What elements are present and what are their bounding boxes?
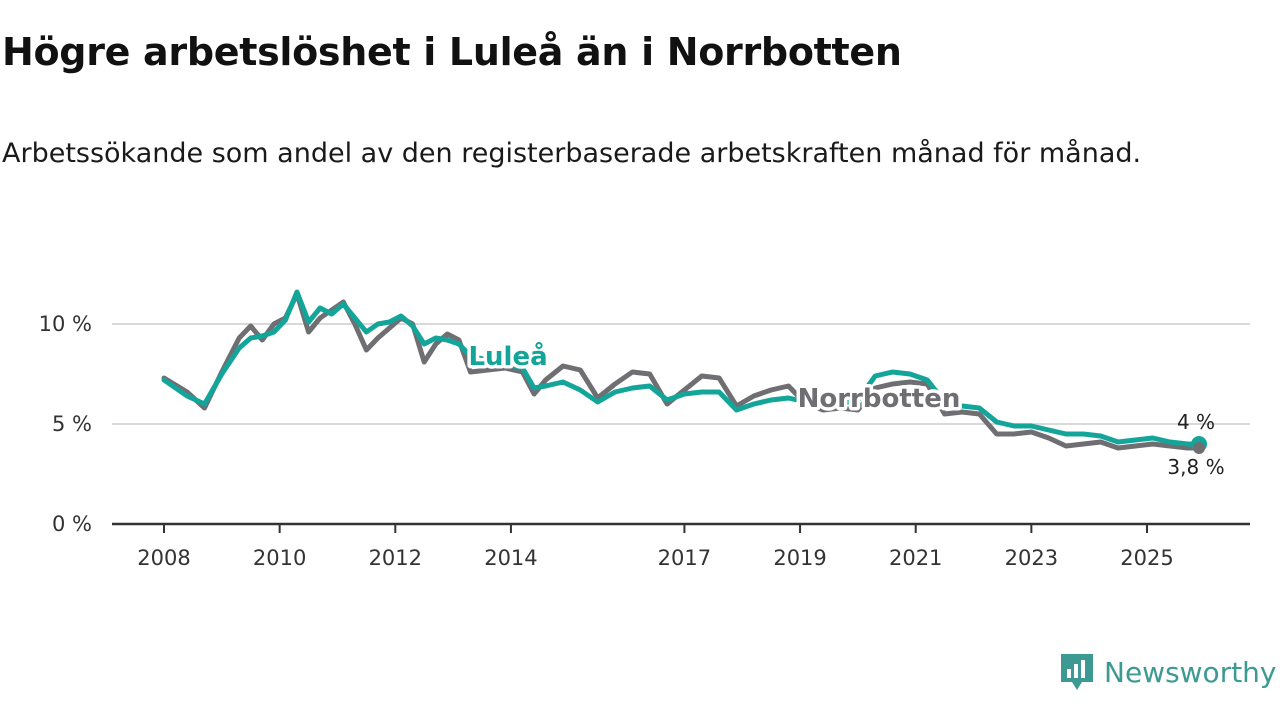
x-tick-label: 2017 <box>658 546 711 570</box>
brand-logo[interactable]: Newsworthy <box>1058 652 1277 692</box>
series-line-lulea <box>161 289 1202 447</box>
series-label-norrbotten: Norrbotten <box>798 384 961 414</box>
line-chart: 0 % 5 % 10 % 2008 2010 2012 2014 2017 2019 2021 20… <box>39 289 1250 570</box>
y-tick-label: 10 % <box>39 312 92 336</box>
end-label-lulea: 4 % <box>1177 410 1215 434</box>
series-label-lulea: Luleå <box>468 340 547 372</box>
x-tick-label: 2008 <box>137 546 190 570</box>
chart-subtitle: Arbetssökande som andel av den registerb… <box>2 138 1142 169</box>
x-tick-label: 2021 <box>889 546 942 570</box>
y-tick-label: 0 % <box>52 512 92 536</box>
x-tick-label: 2014 <box>484 546 537 570</box>
brand-name: Newsworthy <box>1104 655 1277 689</box>
x-tick-label: 2019 <box>773 546 826 570</box>
x-tick-label: 2025 <box>1120 546 1173 570</box>
chart-title: Högre arbetslöshet i Luleå än i Norrbott… <box>2 30 902 74</box>
y-tick-label: 5 % <box>52 412 92 436</box>
x-tick-label: 2012 <box>369 546 422 570</box>
series-end-dot-norrbotten <box>1193 442 1206 454</box>
series-line-norrbotten <box>161 291 1202 451</box>
x-tick-label: 2010 <box>253 546 306 570</box>
end-label-norrbotten: 3,8 % <box>1167 455 1224 479</box>
newsworthy-logo-icon <box>1061 654 1093 690</box>
x-tick-label: 2023 <box>1005 546 1058 570</box>
